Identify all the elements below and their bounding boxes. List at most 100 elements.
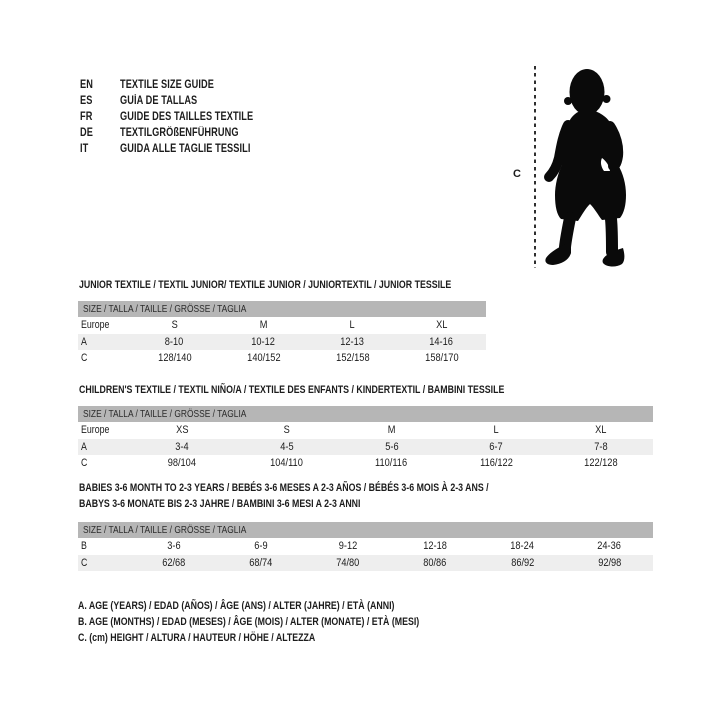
age-cell: 18-24	[479, 540, 566, 552]
table-title: BABIES 3-6 MONTH TO 2-3 YEARS / BEBÉS 3-…	[79, 482, 591, 494]
size-header-text: SIZE / TALLA / TAILLE / GRÖSSE / TAGLIA	[83, 303, 247, 315]
language-code: IT	[80, 143, 120, 155]
height-cell: 140/152	[219, 352, 308, 364]
height-cell-text: 86/92	[510, 556, 534, 569]
language-title: GUÍA DE TALLAS	[120, 95, 198, 107]
language-title: TEXTILE SIZE GUIDE	[120, 79, 214, 91]
row-label: C	[78, 557, 130, 569]
age-cell-text: 6-9	[254, 540, 268, 553]
height-cell: 122/128	[548, 457, 653, 469]
size-header-bar: SIZE / TALLA / TAILLE / GRÖSSE / TAGLIA	[78, 301, 486, 317]
table-title-text: CHILDREN'S TEXTILE / TEXTIL NIÑO/A / TEX…	[79, 384, 505, 396]
height-cell-text: 116/122	[479, 457, 513, 470]
size-cell: XS	[130, 424, 235, 436]
height-cell-text: 74/80	[336, 556, 360, 569]
language-code-text: EN	[80, 79, 93, 91]
row-label: A	[78, 441, 130, 453]
row-label-text: C	[81, 556, 88, 569]
row-label-text: Europe	[81, 424, 110, 437]
age-cell: 7-8	[548, 441, 653, 453]
toddler-silhouette-icon	[544, 69, 626, 267]
table-title-text: BABIES 3-6 MONTH TO 2-3 YEARS / BEBÉS 3-…	[79, 482, 489, 494]
language-row: IT GUIDA ALLE TAGLIE TESSILI	[80, 141, 287, 157]
size-cell: M	[339, 424, 444, 436]
row-label-text: A	[81, 440, 87, 453]
height-cell: 92/98	[566, 557, 653, 569]
age-cell: 8-10	[130, 336, 219, 348]
size-cell-text: M	[259, 319, 268, 332]
table-title-text: JUNIOR TEXTILE / TEXTIL JUNIOR/ TEXTILE …	[79, 279, 452, 291]
legend-item: A. AGE (YEARS) / EDAD (AÑOS) / ÂGE (ANS)…	[78, 598, 505, 614]
age-cell-text: 10-12	[251, 335, 276, 348]
table-row: A 8-10 10-12 12-13 14-16	[78, 333, 486, 350]
table-row: B 3-6 6-9 9-12 12-18 18-24 24-36	[78, 538, 653, 555]
row-label: Europe	[78, 424, 130, 436]
size-cell-text: S	[283, 424, 290, 437]
legend-item-text: B. AGE (MONTHS) / EDAD (MESES) / ÂGE (MO…	[78, 616, 420, 628]
age-cell-text: 8-10	[165, 335, 184, 348]
size-header-text: SIZE / TALLA / TAILLE / GRÖSSE / TAGLIA	[83, 524, 247, 536]
legend-item: C. (cm) HEIGHT / ALTURA / HAUTEUR / HÖHE…	[78, 630, 505, 646]
size-cell: S	[130, 319, 219, 331]
height-cell-text: 62/68	[162, 556, 186, 569]
age-cell: 6-9	[217, 540, 304, 552]
age-cell-text: 12-13	[340, 335, 365, 348]
row-label-text: C	[81, 352, 88, 365]
age-cell: 10-12	[219, 336, 308, 348]
height-cell: 158/170	[397, 352, 486, 364]
childrens-textile-table: CHILDREN'S TEXTILE / TEXTIL NIÑO/A / TEX…	[78, 384, 653, 474]
table-title: CHILDREN'S TEXTILE / TEXTIL NIÑO/A / TEX…	[79, 384, 611, 396]
language-row: DE TEXTILGRÖßENFÜHRUNG	[80, 125, 287, 141]
height-cell-text: 80/86	[423, 556, 447, 569]
height-cell: 152/158	[308, 352, 397, 364]
age-cell-text: 18-24	[510, 540, 535, 553]
size-cell-text: S	[171, 319, 178, 332]
table-row: C 128/140 140/152 152/158 158/170	[78, 350, 486, 367]
age-cell-text: 3-4	[175, 440, 189, 453]
size-header-bar: SIZE / TALLA / TAILLE / GRÖSSE / TAGLIA	[78, 522, 653, 538]
size-cell-text: M	[387, 424, 396, 437]
size-cell-text: XL	[435, 319, 448, 332]
table-title: JUNIOR TEXTILE / TEXTIL JUNIOR/ TEXTILE …	[79, 279, 544, 291]
row-label: Europe	[78, 319, 130, 331]
table-row: C 62/68 68/74 74/80 80/86 86/92 92/98	[78, 554, 653, 571]
language-code-text: FR	[80, 111, 93, 123]
language-code-text: IT	[80, 143, 89, 155]
height-cell-text: 128/140	[157, 352, 192, 365]
language-row: ES GUÍA DE TALLAS	[80, 93, 287, 109]
table-title: BABYS 3-6 MONATE BIS 2-3 JAHRE / BAMBINI…	[79, 498, 431, 510]
age-cell-text: 9-12	[338, 540, 358, 553]
size-cell: M	[219, 319, 308, 331]
age-cell: 5-6	[339, 441, 444, 453]
age-cell: 14-16	[397, 336, 486, 348]
language-title: TEXTILGRÖßENFÜHRUNG	[120, 127, 239, 139]
junior-textile-table: JUNIOR TEXTILE / TEXTIL JUNIOR/ TEXTILE …	[78, 279, 486, 369]
table-row: Europe XS S M L XL	[78, 422, 653, 439]
language-code-text: ES	[80, 95, 93, 107]
size-cell: S	[235, 424, 340, 436]
language-code-text: DE	[80, 127, 93, 139]
row-label-text: B	[81, 540, 87, 553]
height-cell: 74/80	[304, 557, 391, 569]
height-cell-text: 140/152	[246, 352, 281, 365]
row-label: B	[78, 540, 130, 552]
age-cell: 9-12	[304, 540, 391, 552]
height-cell: 86/92	[479, 557, 566, 569]
height-label: C	[513, 168, 521, 180]
age-cell: 3-6	[130, 540, 217, 552]
language-title: GUIDE DES TAILLES TEXTILE	[120, 111, 254, 123]
size-header-text: SIZE / TALLA / TAILLE / GRÖSSE / TAGLIA	[83, 408, 247, 420]
table-row: Europe S M L XL	[78, 317, 486, 334]
legend-item-text: A. AGE (YEARS) / EDAD (AÑOS) / ÂGE (ANS)…	[78, 600, 395, 612]
language-row: FR GUIDE DES TAILLES TEXTILE	[80, 109, 287, 125]
height-cell-text: 98/104	[168, 457, 197, 470]
row-label: A	[78, 336, 130, 348]
age-cell: 12-13	[308, 336, 397, 348]
size-cell-text: XL	[595, 424, 607, 437]
height-cell-text: 68/74	[249, 556, 273, 569]
age-cell-text: 3-6	[166, 540, 181, 553]
height-cell-text: 110/116	[375, 457, 408, 470]
language-title: GUIDA ALLE TAGLIE TESSILI	[120, 143, 251, 155]
height-cell-text: 158/170	[424, 352, 459, 365]
height-cell-text: 122/128	[583, 457, 618, 470]
